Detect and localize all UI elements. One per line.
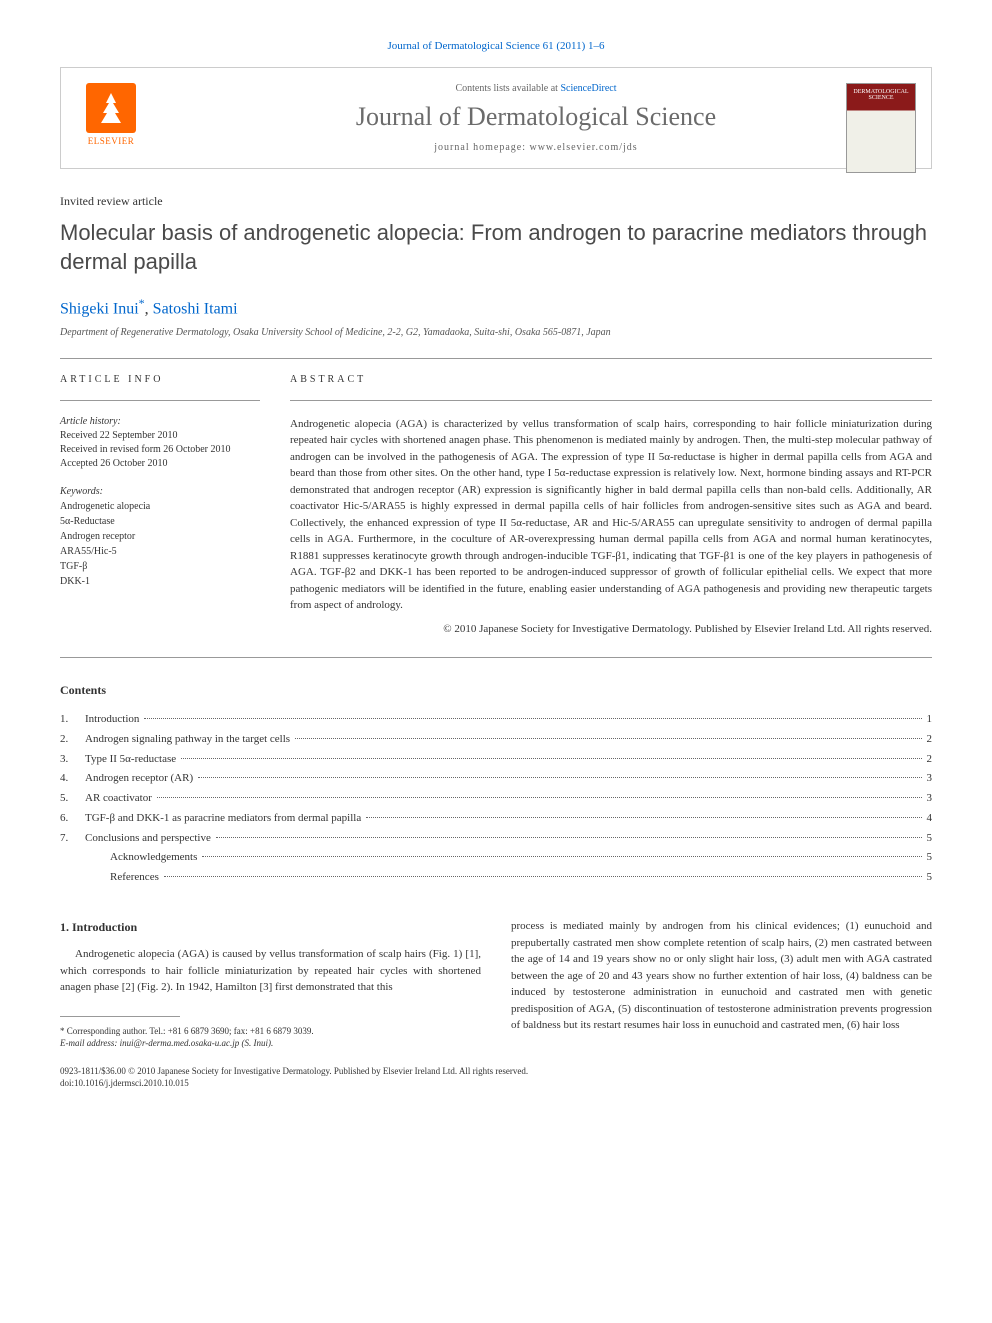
contents-label: Introduction — [85, 710, 139, 730]
contents-label: Conclusions and perspective — [85, 829, 211, 849]
contents-label: AR coactivator — [85, 789, 152, 809]
abstract-heading: ABSTRACT — [290, 374, 932, 385]
contents-item[interactable]: 4.Androgen receptor (AR) 3 — [60, 769, 932, 789]
author-1[interactable]: Shigeki Inui — [60, 301, 139, 318]
article-title: Molecular basis of androgenetic alopecia… — [60, 219, 932, 276]
intro-paragraph-2: process is mediated mainly by androgen f… — [511, 918, 932, 1034]
sciencedirect-link[interactable]: ScienceDirect — [560, 83, 616, 94]
bottom-copyright: 0923-1811/$36.00 © 2010 Japanese Society… — [60, 1065, 932, 1090]
keyword: ARA55/Hic-5 — [60, 544, 260, 559]
body-column-left: 1. Introduction Androgenetic alopecia (A… — [60, 918, 481, 1050]
keywords-label: Keywords: — [60, 486, 260, 497]
journal-cover-thumbnail: DERMATOLOGICAL SCIENCE — [846, 83, 916, 173]
keyword: 5α-Reductase — [60, 514, 260, 529]
contents-item[interactable]: References 5 — [60, 868, 932, 888]
revised-date: Received in revised form 26 October 2010 — [60, 443, 260, 457]
divider-top — [60, 358, 932, 359]
contents-num: 3. — [60, 750, 85, 770]
contents-heading: Contents — [60, 683, 932, 698]
contents-page: 4 — [927, 809, 933, 829]
footnote-divider — [60, 1016, 180, 1017]
article-info-heading: ARTICLE INFO — [60, 374, 260, 385]
contents-label: References — [110, 868, 159, 888]
accepted-date: Accepted 26 October 2010 — [60, 457, 260, 471]
abstract-copyright: © 2010 Japanese Society for Investigativ… — [290, 622, 932, 637]
contents-label: Androgen signaling pathway in the target… — [85, 730, 290, 750]
contents-label: Acknowledgements — [110, 848, 197, 868]
article-info-panel: ARTICLE INFO Article history: Received 2… — [60, 374, 260, 637]
contents-page: 5 — [927, 829, 933, 849]
contents-item[interactable]: 6.TGF-β and DKK-1 as paracrine mediators… — [60, 809, 932, 829]
article-type: Invited review article — [60, 194, 932, 209]
authors-line: Shigeki Inui*, Satoshi Itami — [60, 296, 932, 318]
contents-list: 1.Introduction12.Androgen signaling path… — [60, 710, 932, 888]
abstract-panel: ABSTRACT Androgenetic alopecia (AGA) is … — [290, 374, 932, 637]
corresponding-author-footnote: * Corresponding author. Tel.: +81 6 6879… — [60, 1025, 481, 1038]
journal-name: Journal of Dermatological Science — [161, 102, 911, 132]
contents-page: 3 — [927, 789, 933, 809]
contents-num: 6. — [60, 809, 85, 829]
contents-num: 2. — [60, 730, 85, 750]
elsevier-logo: ELSEVIER — [81, 83, 141, 153]
contents-label: Androgen receptor (AR) — [85, 769, 193, 789]
contents-item[interactable]: 5.AR coactivator 3 — [60, 789, 932, 809]
contents-label: Type II 5α-reductase — [85, 750, 176, 770]
keyword: Androgen receptor — [60, 529, 260, 544]
author-2[interactable]: Satoshi Itami — [153, 301, 238, 318]
contents-num: 1. — [60, 710, 85, 730]
keyword: TGF-β — [60, 559, 260, 574]
contents-label: TGF-β and DKK-1 as paracrine mediators f… — [85, 809, 361, 829]
abstract-text: Androgenetic alopecia (AGA) is character… — [290, 416, 932, 614]
contents-num: 4. — [60, 769, 85, 789]
email-footnote: E-mail address: inui@r-derma.med.osaka-u… — [60, 1037, 481, 1050]
affiliation: Department of Regenerative Dermatology, … — [60, 327, 932, 338]
elsevier-label: ELSEVIER — [88, 136, 135, 146]
top-citation: Journal of Dermatological Science 61 (20… — [60, 40, 932, 52]
contents-page: 2 — [927, 730, 933, 750]
keyword: DKK-1 — [60, 574, 260, 589]
intro-paragraph-1: Androgenetic alopecia (AGA) is caused by… — [60, 946, 481, 996]
elsevier-tree-icon — [86, 83, 136, 133]
section-1-heading: 1. Introduction — [60, 918, 481, 936]
keyword: Androgenetic alopecia — [60, 499, 260, 514]
body-column-right: process is mediated mainly by androgen f… — [511, 918, 932, 1050]
header-box: ELSEVIER Contents lists available at Sci… — [60, 67, 932, 169]
contents-item[interactable]: 2.Androgen signaling pathway in the targ… — [60, 730, 932, 750]
contents-page: 2 — [927, 750, 933, 770]
article-history-label: Article history: — [60, 416, 260, 427]
contents-item[interactable]: 1.Introduction 1 — [60, 710, 932, 730]
received-date: Received 22 September 2010 — [60, 429, 260, 443]
journal-homepage[interactable]: journal homepage: www.elsevier.com/jds — [161, 142, 911, 153]
contents-num: 7. — [60, 829, 85, 849]
contents-available-line: Contents lists available at ScienceDirec… — [161, 83, 911, 94]
corresponding-asterisk: * — [139, 296, 145, 310]
divider-mid — [60, 657, 932, 658]
contents-page: 1 — [927, 710, 933, 730]
contents-item[interactable]: 7.Conclusions and perspective 5 — [60, 829, 932, 849]
keywords-list: Androgenetic alopecia 5α-Reductase Andro… — [60, 499, 260, 589]
contents-page: 3 — [927, 769, 933, 789]
contents-page: 5 — [927, 868, 933, 888]
contents-item[interactable]: 3.Type II 5α-reductase 2 — [60, 750, 932, 770]
contents-item[interactable]: Acknowledgements 5 — [60, 848, 932, 868]
contents-num: 5. — [60, 789, 85, 809]
contents-page: 5 — [927, 848, 933, 868]
